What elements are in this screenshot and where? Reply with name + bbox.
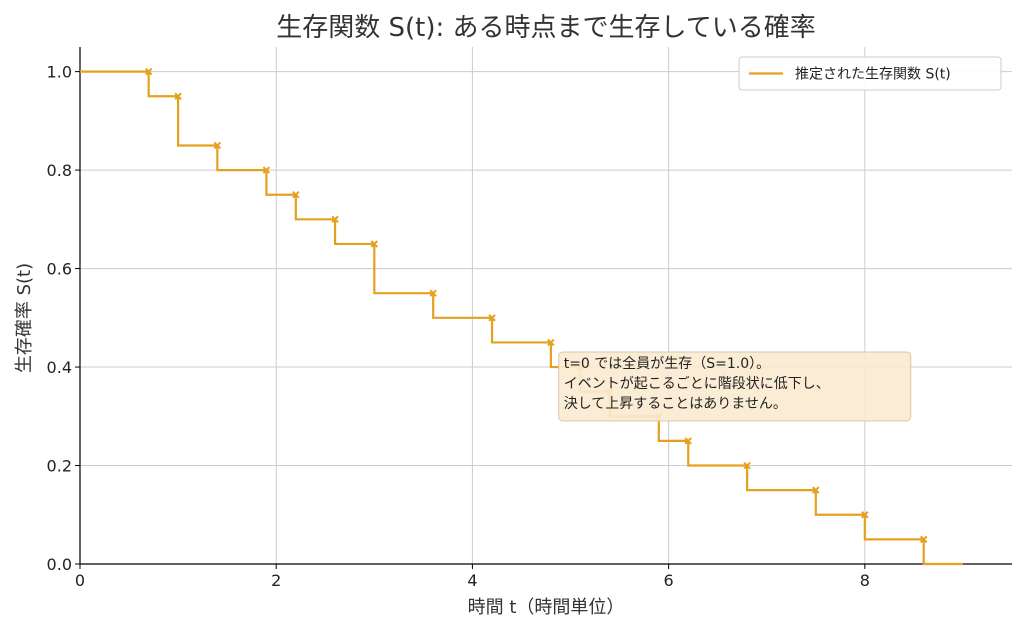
annotation-box: [558, 351, 912, 422]
series-layer: [80, 67, 963, 566]
event-marker: [429, 289, 437, 297]
event-marker: [684, 437, 692, 445]
grid: [79, 47, 1012, 565]
x-axis-label: 時間 t（時間単位）: [468, 597, 625, 618]
event-marker: [370, 240, 379, 248]
event-marker-stroke: [144, 67, 153, 76]
annotation: t=0 では全員が生存（S=1.0）。イベントが起こるごとに階段状に低下し、決し…: [558, 351, 912, 422]
event-marker: [292, 191, 300, 199]
event-marker-stroke: [429, 289, 437, 297]
x-tick-label: 6: [664, 571, 674, 590]
event-marker-stroke: [331, 215, 339, 224]
event-marker-stroke: [292, 191, 300, 199]
annotation-line: イベントが起こるごとに階段状に低下し、: [564, 376, 830, 392]
event-marker: [262, 166, 271, 174]
annotation-line: 決して上昇することはありません。: [564, 396, 787, 412]
x-tick-label: 8: [860, 571, 870, 590]
event-marker-stroke: [262, 166, 271, 174]
y-tick-label: 0.4: [47, 358, 72, 377]
event-marker-stroke: [812, 486, 820, 494]
y-tick-label: 0.2: [47, 457, 72, 476]
event-marker-stroke: [547, 338, 555, 347]
x-tick-label: 4: [467, 571, 477, 590]
event-marker: [812, 486, 820, 494]
legend-box: [738, 56, 1002, 91]
event-marker-stroke: [861, 511, 869, 519]
event-marker: [547, 338, 555, 347]
y-tick-label: 0.8: [47, 161, 72, 180]
y-axis-label: 生存確率 S(t): [14, 263, 35, 373]
event-marker-stroke: [370, 240, 379, 248]
tick-labels: 0 2 4 6 8 0.0 0.2 0.4 0.6 0.8 1.0: [47, 63, 870, 590]
event-marker: [144, 67, 153, 76]
event-marker-stroke: [919, 535, 928, 544]
y-tick-label: 0.6: [47, 260, 72, 279]
y-tick-label: 1.0: [47, 63, 72, 82]
x-tick-label: 0: [75, 571, 85, 590]
event-marker-stroke: [213, 141, 222, 150]
event-marker-stroke: [174, 92, 182, 100]
event-marker-stroke: [488, 314, 496, 322]
event-marker: [331, 215, 339, 224]
event-marker: [488, 314, 496, 322]
axes: [79, 47, 1012, 565]
y-tick-label: 0.0: [47, 555, 72, 574]
event-marker-stroke: [743, 461, 751, 470]
event-marker: [213, 141, 222, 150]
chart-title: 生存関数 S(t): ある時点まで生存している確率: [276, 13, 816, 43]
event-marker: [174, 92, 182, 100]
event-marker: [743, 461, 751, 470]
event-marker: [861, 511, 869, 519]
legend-label: 推定された生存関数 S(t): [795, 67, 951, 83]
event-marker: [919, 535, 928, 544]
annotation-line: t=0 では全員が生存（S=1.0）。: [564, 355, 770, 372]
event-marker-stroke: [684, 437, 692, 445]
survival-step-line: [80, 70, 963, 566]
x-tick-label: 2: [271, 571, 281, 590]
legend: 推定された生存関数 S(t): [738, 56, 1002, 91]
